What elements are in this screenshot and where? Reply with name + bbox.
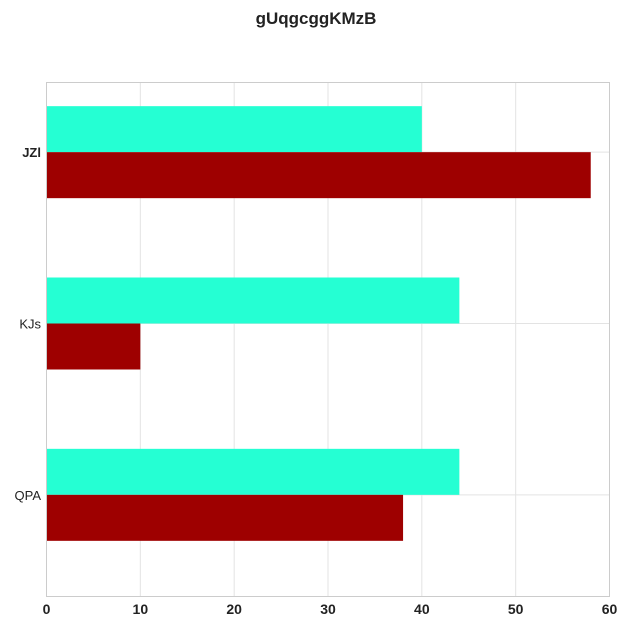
bars [46, 106, 591, 541]
y-tick-label: QPA [15, 488, 42, 503]
y-axis-ticks: JZl KJs QPA [15, 145, 42, 503]
x-tick-label: 40 [414, 601, 430, 617]
x-axis-ticks: 0 10 20 30 40 50 60 [43, 601, 618, 617]
x-tick-label: 50 [508, 601, 524, 617]
bar-series-2-kjs [46, 323, 141, 370]
y-tick-label: JZl [22, 145, 41, 160]
plot-frame [46, 82, 610, 597]
x-tick-label: 60 [602, 601, 618, 617]
bar-series-1-qpa [46, 448, 460, 495]
x-tick-label: 20 [226, 601, 242, 617]
x-tick-label: 30 [320, 601, 336, 617]
bar-series-2-jzl [46, 152, 591, 199]
x-tick-label: 0 [43, 601, 51, 617]
chart-title: gUqgcggKMzB [255, 9, 377, 28]
bar-series-1-kjs [46, 277, 460, 324]
y-tick-label: KJs [19, 317, 41, 332]
x-tick-label: 10 [133, 601, 149, 617]
bar-series-1-jzl [46, 106, 422, 153]
bar-series-2-qpa [46, 494, 404, 541]
